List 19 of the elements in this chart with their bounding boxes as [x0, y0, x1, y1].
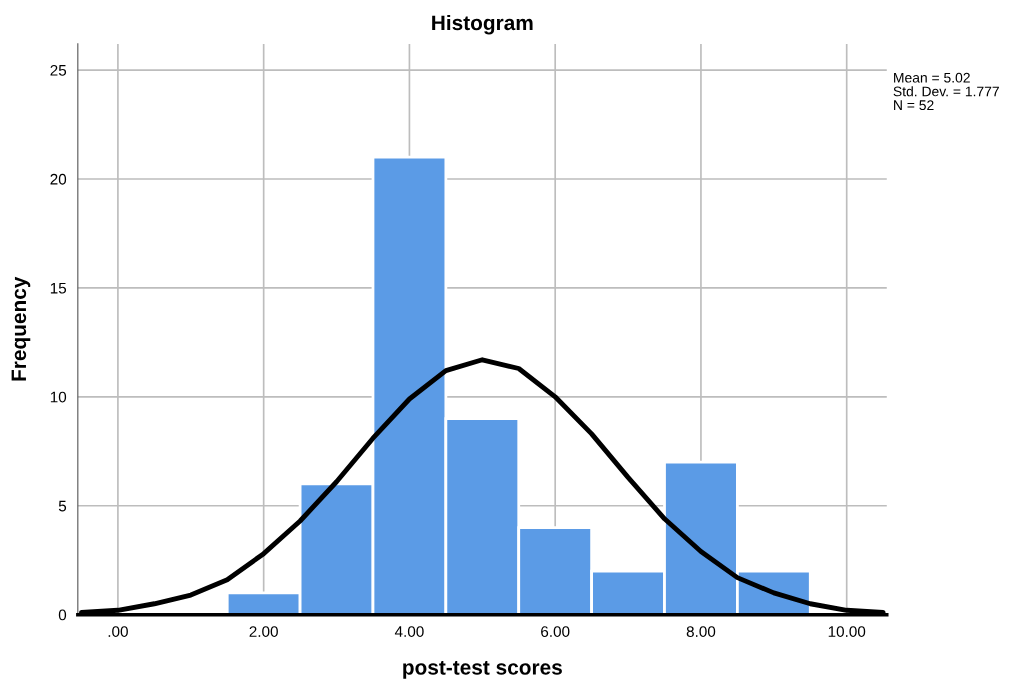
x-tick-label: 2.00	[249, 626, 278, 637]
line-series	[79, 357, 886, 615]
y-tick-label: 5	[58, 500, 67, 512]
text: N = 52	[894, 100, 934, 111]
x-tick-label: .00	[108, 626, 128, 637]
y-tick-label: 0	[58, 609, 67, 621]
y-tick-label: 25	[50, 64, 67, 76]
y-tick-label: 10	[50, 391, 67, 403]
x-tick-label: 10.00	[828, 626, 866, 637]
x-axis-title: post-test scores	[403, 660, 562, 679]
x-tick-label: 4.00	[394, 626, 424, 637]
y-tick-label: 20	[50, 173, 67, 185]
x-tick-label: 8.00	[686, 626, 716, 637]
text: Std. Dev. = 1.777	[893, 86, 999, 97]
x-tick-label: 6.00	[541, 626, 570, 637]
y-axis-title: Frequency	[11, 276, 31, 381]
chart-title: Histogram	[432, 14, 533, 35]
text: Mean = 5.02	[894, 72, 970, 83]
y-tick-label: 15	[50, 282, 67, 294]
